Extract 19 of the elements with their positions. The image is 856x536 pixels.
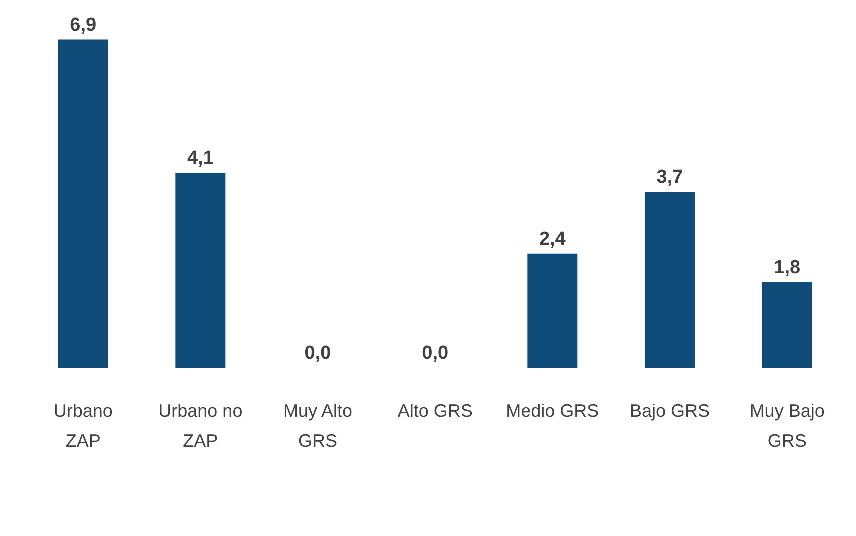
bar <box>645 192 695 368</box>
x-tick-label: Bajo GRS <box>630 401 710 421</box>
data-label: 2,4 <box>539 228 566 250</box>
data-label: 0,0 <box>304 343 332 364</box>
x-tick-label: Urbano ZAP <box>54 401 113 451</box>
data-label: 4,1 <box>187 148 214 169</box>
bar <box>176 172 226 368</box>
data-label: 3,7 <box>656 166 684 188</box>
bar <box>762 282 812 368</box>
data-label: 0,0 <box>422 343 449 364</box>
x-tick-label: Muy Alto GRS <box>283 401 353 451</box>
x-tick-label: Urbano no ZAP <box>158 401 243 451</box>
x-tick-label: Muy Bajo GRS <box>750 401 825 451</box>
x-tick-label: Alto GRS <box>398 401 473 421</box>
x-tick-label: Medio GRS <box>506 401 600 421</box>
data-label: 6,9 <box>70 14 97 36</box>
bar <box>528 254 578 368</box>
data-label: 1,8 <box>774 257 801 278</box>
bar <box>58 40 108 368</box>
